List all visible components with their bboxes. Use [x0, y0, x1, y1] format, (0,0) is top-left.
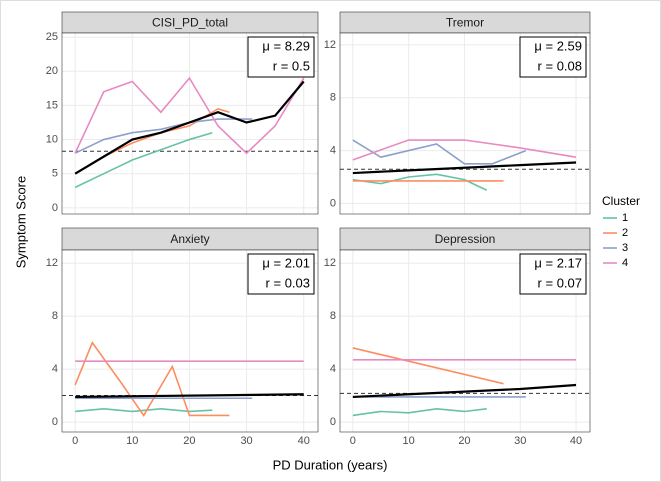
stats-text: μ = 2.59	[534, 38, 582, 53]
y-tick-label: 20	[46, 65, 58, 77]
stats-box	[519, 36, 587, 78]
stats-box	[247, 36, 315, 78]
x-tick-label: 20	[183, 435, 195, 447]
y-tick-label: 0	[330, 197, 336, 209]
stats-text: r = 0.5	[273, 58, 310, 73]
stats-text: r = 0.08	[538, 58, 582, 73]
legend-label: 1	[622, 212, 628, 224]
x-tick-label: 0	[72, 435, 78, 447]
stats-text: μ = 2.01	[262, 255, 310, 270]
trend-line	[74, 131, 213, 189]
trend-line	[352, 347, 504, 385]
x-tick-label: 10	[403, 435, 415, 447]
legend-label: 4	[622, 257, 628, 269]
stats-box	[247, 253, 315, 295]
panel-border	[339, 32, 591, 215]
x-tick-label: 30	[514, 435, 526, 447]
stats-text: μ = 8.29	[262, 38, 310, 53]
legend-label: 3	[622, 242, 628, 254]
x-tick-label: 40	[298, 435, 310, 447]
stats-text: μ = 2.17	[534, 255, 582, 270]
trend-line	[74, 80, 305, 175]
y-tick-label: 10	[46, 133, 58, 145]
y-tick-label: 4	[330, 144, 336, 156]
legend-label: 2	[622, 227, 628, 239]
y-tick-label: 12	[46, 257, 58, 269]
y-tick-label: 8	[330, 92, 336, 104]
panel-title: Tremor	[446, 16, 484, 30]
panel-border	[61, 249, 319, 433]
stats-text: r = 0.03	[266, 275, 310, 290]
trend-line	[352, 383, 577, 399]
trend-line	[352, 139, 527, 165]
y-tick-label: 4	[330, 363, 336, 375]
trend-line	[74, 76, 305, 155]
y-tick-label: 0	[52, 202, 58, 214]
trend-line	[74, 341, 230, 417]
trend-line	[352, 161, 577, 175]
y-tick-label: 5	[52, 168, 58, 180]
y-tick-label: 12	[324, 257, 336, 269]
x-tick-label: 20	[458, 435, 470, 447]
stats-box	[519, 253, 587, 295]
x-tick-label: 10	[126, 435, 138, 447]
trend-line	[352, 139, 577, 161]
y-tick-label: 8	[52, 310, 58, 322]
y-tick-label: 4	[52, 363, 58, 375]
x-tick-label: 40	[570, 435, 582, 447]
trend-line	[352, 408, 487, 417]
y-tick-label: 25	[46, 31, 58, 43]
y-tick-label: 15	[46, 99, 58, 111]
y-tick-label: 12	[324, 39, 336, 51]
y-tick-label: 0	[52, 416, 58, 428]
trend-line	[74, 118, 253, 154]
trend-line	[75, 393, 304, 399]
y-axis-label: Symptom Score	[13, 176, 28, 268]
panel-title: Anxiety	[170, 232, 209, 246]
panel-border	[61, 32, 319, 215]
panel-border	[339, 249, 591, 433]
x-tick-label: 30	[240, 435, 252, 447]
panel-title: Depression	[435, 232, 496, 246]
x-axis-label: PD Duration (years)	[273, 457, 388, 472]
x-tick-label: 0	[350, 435, 356, 447]
panel-title: CISI_PD_total	[152, 16, 228, 30]
stats-text: r = 0.07	[538, 275, 582, 290]
y-tick-label: 8	[330, 310, 336, 322]
legend-title: Cluster	[602, 194, 640, 208]
y-tick-label: 0	[330, 416, 336, 428]
